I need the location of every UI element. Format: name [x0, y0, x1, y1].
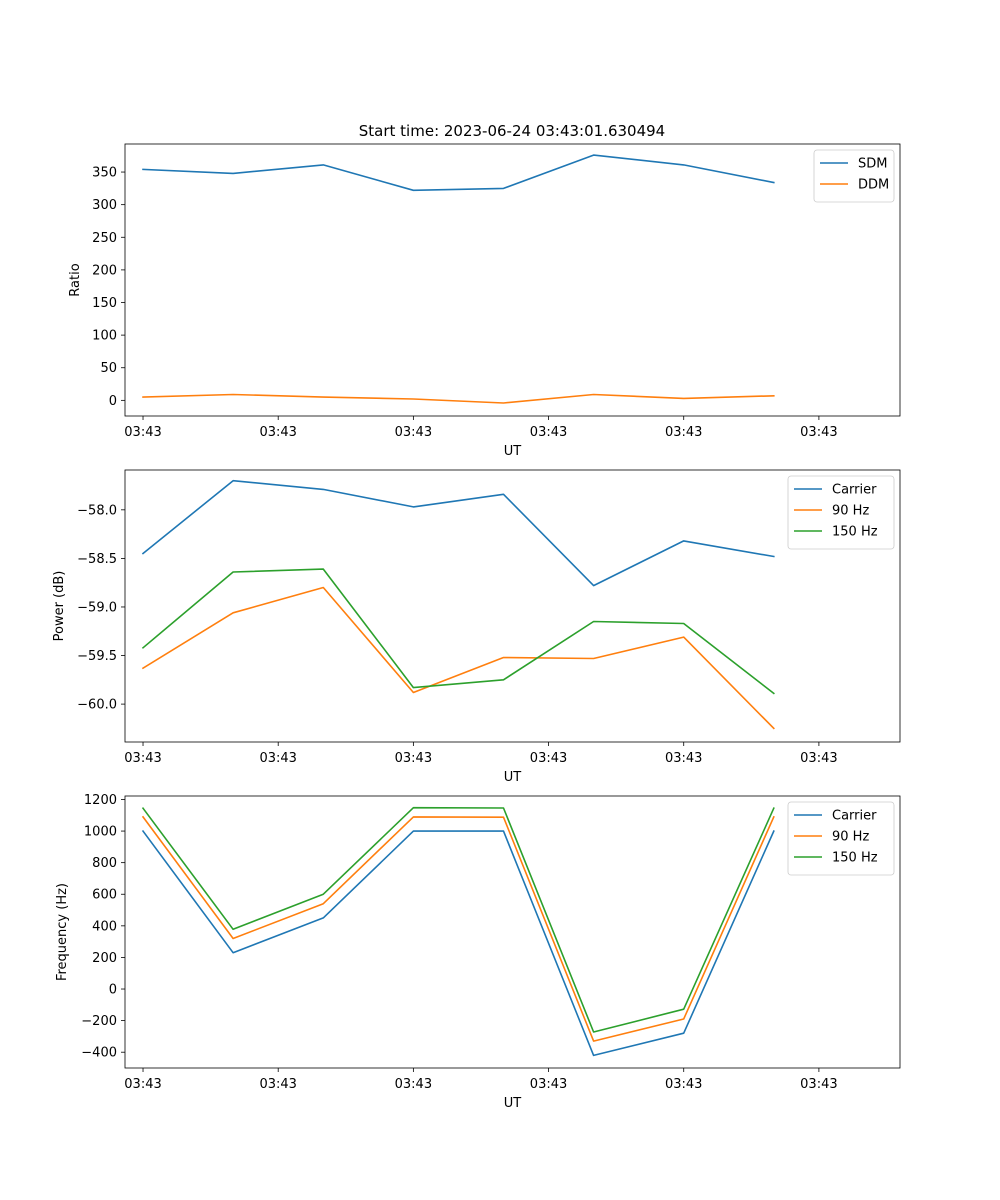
y-tick-label: 1000	[84, 825, 117, 840]
x-tick-label: 03:43	[530, 425, 567, 440]
x-tick-label: 03:43	[665, 425, 702, 440]
series-line-90-hz	[141, 815, 775, 1042]
y-tick-label: −200	[81, 1014, 117, 1029]
y-tick-label: 400	[92, 919, 117, 934]
legend-entry: 90 Hz	[832, 830, 869, 845]
x-tick-label: 03:43	[800, 425, 837, 440]
series-line-carrier	[141, 479, 775, 587]
x-tick-label: 03:43	[530, 751, 567, 766]
y-tick-label: −400	[81, 1046, 117, 1061]
series-line-sdm	[142, 154, 775, 192]
y-tick-label: −59.0	[77, 600, 117, 615]
x-tick-label: 03:43	[259, 425, 296, 440]
x-tick-label: 03:43	[124, 1077, 161, 1092]
y-tick-label: 250	[92, 231, 117, 246]
y-tick-label: −59.5	[77, 649, 117, 664]
y-tick-label: 0	[109, 983, 117, 998]
x-axis-label: UT	[504, 444, 522, 459]
series-line-150-hz	[141, 568, 775, 695]
x-tick-label: 03:43	[665, 751, 702, 766]
y-tick-label: −58.0	[77, 503, 117, 518]
chart-panels: 03:43 03:43 03:43 03:43 03:43 03:43 0 50 100 150 2…	[52, 143, 901, 1111]
y-tick-label: −60.0	[77, 698, 117, 713]
y-tick-label: 100	[92, 329, 117, 344]
chart-panel-2: 03:43 03:43 03:43 03:43 03:43 03:43 −60.0 −59.5…	[52, 469, 901, 785]
figure-title: Start time: 2023-06-24 03:43:01.630494	[359, 122, 665, 140]
axes-frame	[124, 795, 901, 1069]
x-tick-label: 03:43	[124, 425, 161, 440]
y-tick-label: 150	[92, 296, 117, 311]
y-tick-label: 50	[100, 361, 117, 376]
x-tick-label: 03:43	[800, 751, 837, 766]
chart-panel-3: 03:43 03:43 03:43 03:43 03:43 03:43 −400 −200 0 2…	[55, 793, 901, 1111]
y-axis-label: Frequency (Hz)	[55, 883, 70, 981]
x-axis-label: UT	[504, 770, 522, 785]
legend-entry: 150 Hz	[832, 525, 878, 540]
x-tick-label: 03:43	[124, 751, 161, 766]
y-tick-label: 300	[92, 198, 117, 213]
x-tick-label: 03:43	[395, 751, 432, 766]
legend: Carrier 90 Hz 150 Hz	[787, 801, 895, 876]
series-line-90-hz	[141, 586, 775, 730]
y-tick-label: 1200	[84, 793, 117, 808]
legend: Carrier 90 Hz 150 Hz	[787, 475, 895, 550]
axes-frame	[124, 469, 901, 743]
x-axis-label: UT	[504, 1096, 522, 1111]
y-tick-label: 200	[92, 951, 117, 966]
chart-panel-1: 03:43 03:43 03:43 03:43 03:43 03:43 0 50 100 150 2…	[68, 143, 901, 459]
y-tick-label: 0	[109, 394, 117, 409]
series-line-ddm	[142, 393, 775, 404]
legend-entry: Carrier	[832, 809, 877, 824]
legend: SDM DDM	[813, 149, 895, 203]
y-axis-label: Power (dB)	[52, 571, 67, 642]
y-tick-label: 200	[92, 263, 117, 278]
legend-entry: 90 Hz	[832, 504, 869, 519]
x-tick-label: 03:43	[259, 1077, 296, 1092]
legend-entry: Carrier	[832, 483, 877, 498]
x-tick-label: 03:43	[395, 425, 432, 440]
x-tick-label: 03:43	[530, 1077, 567, 1092]
series-line-150-hz	[141, 806, 775, 1033]
y-tick-label: 600	[92, 888, 117, 903]
legend-entry: DDM	[858, 178, 889, 193]
y-tick-label: 350	[92, 166, 117, 181]
axes-frame	[124, 143, 901, 417]
legend-entry: SDM	[858, 157, 887, 172]
x-tick-label: 03:43	[395, 1077, 432, 1092]
y-axis-label: Ratio	[68, 263, 83, 296]
y-tick-label: 800	[92, 856, 117, 871]
x-tick-label: 03:43	[259, 751, 296, 766]
y-tick-label: −58.5	[77, 552, 117, 567]
legend-entry: 150 Hz	[832, 851, 878, 866]
x-tick-label: 03:43	[665, 1077, 702, 1092]
series-line-carrier	[141, 829, 775, 1057]
x-tick-label: 03:43	[800, 1077, 837, 1092]
